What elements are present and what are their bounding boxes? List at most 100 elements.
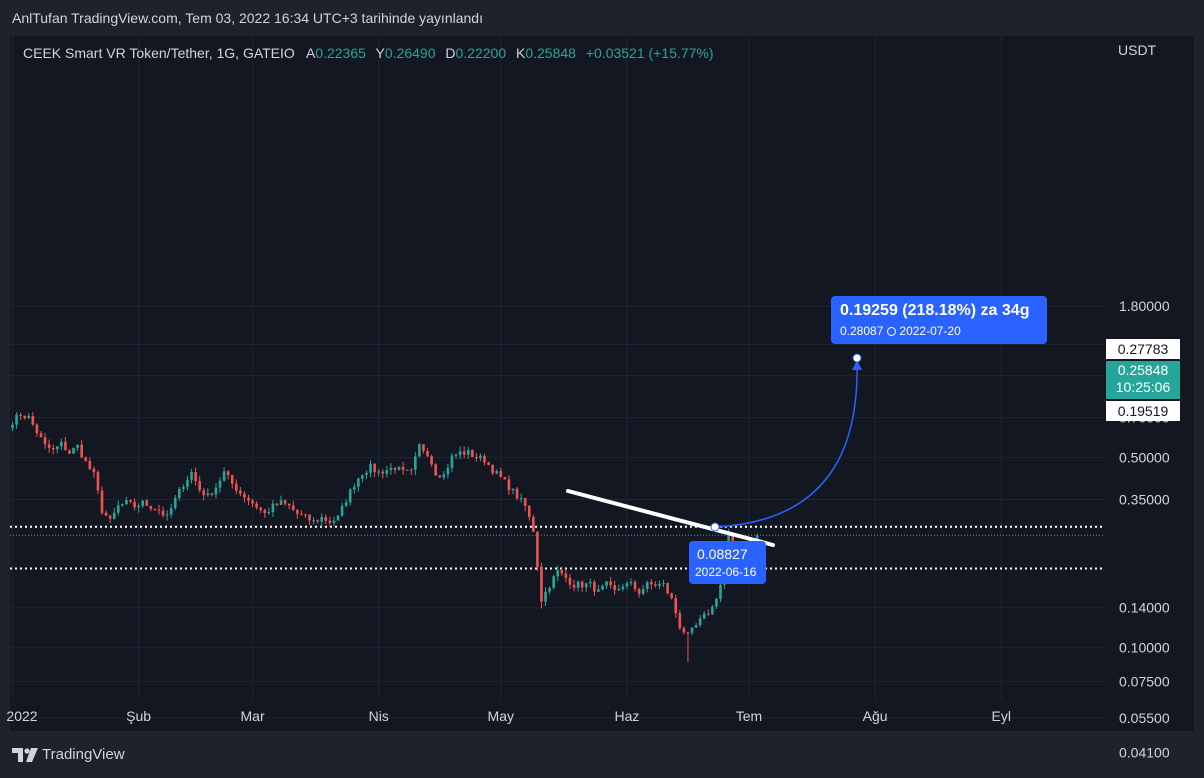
candle-body[interactable] [678, 613, 682, 629]
candle-body[interactable] [564, 573, 568, 579]
candle-body[interactable] [711, 606, 714, 615]
candle-body[interactable] [479, 455, 482, 459]
candle-body[interactable] [226, 471, 230, 476]
candle-body[interactable] [291, 505, 295, 511]
candle-body[interactable] [129, 500, 132, 502]
candle-body[interactable] [409, 469, 413, 471]
candle-body[interactable] [654, 584, 657, 586]
candle-body[interactable] [271, 503, 275, 513]
candle-body[interactable] [694, 624, 698, 628]
candle-body[interactable] [352, 486, 356, 490]
candle-body[interactable] [422, 444, 425, 452]
candle-body[interactable] [584, 583, 588, 588]
candle-body[interactable] [194, 472, 197, 482]
candle-body[interactable] [133, 501, 136, 508]
candle-body[interactable] [96, 472, 100, 491]
candle-body[interactable] [149, 505, 153, 509]
candle-body[interactable] [475, 456, 478, 459]
candle-body[interactable] [601, 585, 604, 590]
candle-body[interactable] [613, 585, 617, 591]
candle-body[interactable] [320, 517, 324, 522]
candle-body[interactable] [357, 478, 360, 487]
candle-body[interactable] [31, 416, 35, 425]
candle-body[interactable] [438, 475, 442, 478]
candle-body[interactable] [275, 503, 279, 505]
candle-body[interactable] [161, 510, 165, 516]
candle-body[interactable] [239, 490, 242, 494]
candle-body[interactable] [414, 456, 417, 470]
low-point-handle[interactable] [710, 522, 720, 532]
candle-body[interactable] [186, 479, 189, 487]
low-point-callout[interactable]: 0.08827 2022-06-16 [689, 541, 766, 584]
candle-body[interactable] [621, 586, 625, 589]
candle-body[interactable] [462, 451, 466, 455]
candle-body[interactable] [405, 469, 409, 471]
candle-body[interactable] [373, 463, 376, 472]
candle-body[interactable] [544, 591, 547, 602]
candle-body[interactable] [491, 464, 494, 474]
candle-body[interactable] [157, 509, 161, 511]
candle-body[interactable] [702, 613, 706, 619]
candle-body[interactable] [499, 470, 503, 477]
candle-body[interactable] [173, 497, 177, 509]
candle-body[interactable] [556, 570, 560, 577]
candle-body[interactable] [39, 433, 43, 438]
candle-body[interactable] [263, 509, 267, 514]
candle-body[interactable] [112, 512, 116, 519]
candle-body[interactable] [450, 455, 454, 469]
candle-body[interactable] [686, 632, 690, 634]
candle-body[interactable] [145, 500, 149, 506]
candle-body[interactable] [527, 505, 531, 518]
candle-body[interactable] [446, 468, 450, 475]
candle-body[interactable] [483, 455, 486, 463]
candle-body[interactable] [442, 474, 446, 478]
candle-body[interactable] [377, 471, 381, 473]
candle-body[interactable] [178, 488, 181, 498]
candle-body[interactable] [385, 470, 389, 474]
candle-body[interactable] [324, 517, 328, 521]
candle-body[interactable] [137, 505, 140, 508]
candle-body[interactable] [55, 446, 59, 450]
candle-body[interactable] [706, 613, 710, 615]
candle-body[interactable] [560, 570, 564, 574]
candle-body[interactable] [609, 581, 612, 586]
candle-body[interactable] [51, 447, 55, 450]
candle-body[interactable] [658, 583, 661, 586]
candle-body[interactable] [108, 515, 112, 519]
candle-body[interactable] [593, 582, 596, 592]
symbol-name[interactable]: CEEK Smart VR Token/Tether, 1G, GATEIO [23, 45, 295, 61]
candle-body[interactable] [247, 497, 250, 501]
candle-body[interactable] [605, 581, 608, 586]
candle-body[interactable] [434, 464, 437, 476]
candle-body[interactable] [454, 455, 458, 457]
candle-body[interactable] [519, 498, 523, 500]
candle-body[interactable] [283, 500, 287, 504]
candle-body[interactable] [47, 444, 51, 448]
candle-body[interactable] [141, 500, 145, 506]
candle-body[interactable] [72, 447, 75, 454]
candle-body[interactable] [731, 532, 735, 545]
candle-body[interactable] [251, 500, 254, 504]
candle-body[interactable] [470, 450, 474, 457]
candle-body[interactable] [198, 481, 201, 491]
candle-body[interactable] [495, 470, 499, 474]
candle-body[interactable] [153, 508, 157, 510]
candle-body[interactable] [190, 472, 193, 480]
candle-body[interactable] [458, 451, 462, 456]
candle-body[interactable] [60, 441, 63, 447]
candle-body[interactable] [35, 424, 39, 434]
candle-body[interactable] [255, 503, 258, 508]
candle-body[interactable] [617, 588, 621, 591]
candle-body[interactable] [84, 457, 88, 461]
candle-body[interactable] [121, 504, 124, 506]
candle-body[interactable] [243, 493, 246, 498]
candle-body[interactable] [515, 488, 519, 499]
candle-body[interactable] [536, 531, 539, 567]
candle-body[interactable] [11, 424, 14, 429]
candle-body[interactable] [641, 589, 645, 594]
candle-body[interactable] [698, 618, 702, 625]
candle-body[interactable] [68, 450, 71, 454]
candle-body[interactable] [279, 500, 283, 505]
candle-body[interactable] [104, 512, 108, 516]
